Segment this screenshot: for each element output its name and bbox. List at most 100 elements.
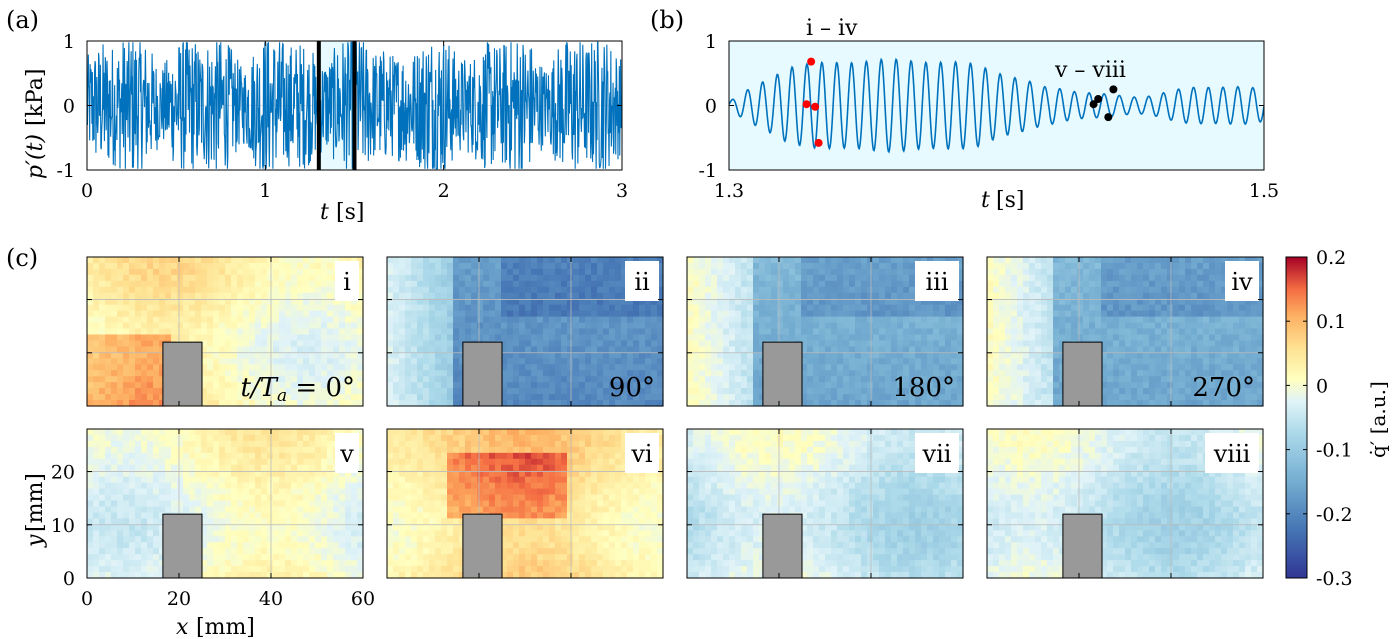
heatmap-cell [1221,370,1228,377]
heatmap-cell [321,274,328,282]
heatmap-cell [327,352,334,359]
heatmap-cell [1197,280,1204,288]
heatmap-cell [723,388,730,395]
heatmap-cell [645,257,652,264]
heatmap-cell [249,340,256,347]
heatmap-cell [1023,400,1030,407]
heatmap-cell [699,257,706,264]
heatmap-cell [441,322,448,330]
heatmap-cell [525,257,532,264]
heatmap-cell [1233,352,1240,359]
heatmap-cell [129,304,136,312]
heatmap-cell [513,310,520,318]
heatmap-cell [987,370,994,377]
heatmap-cell [411,340,418,347]
heatmap-cell [471,304,478,312]
heatmap-cell [171,440,178,448]
heatmap-cell [825,346,832,353]
heatmap-cell [129,394,136,401]
heatmap-cell [1041,400,1048,407]
heatmap-cell [489,286,496,294]
heatmap-cell [1059,310,1066,318]
heatmap-cell [1101,280,1108,288]
heatmap-cell [429,286,436,294]
heatmap-cell [1143,364,1150,371]
heatmap-cell [645,328,652,336]
heatmap-cell [159,310,166,318]
heatmap-cell [921,388,928,395]
heatmap-cell [987,346,994,353]
heatmap-cell [219,429,226,436]
heatmap-cell [345,400,352,407]
heatmap-cell [231,268,238,276]
heatmap-cell [123,388,130,395]
heatmap-cell [441,382,448,389]
heatmap-cell [399,298,406,306]
heatmap-cell [93,400,100,407]
heatmap-cell [483,328,490,336]
heatmap-cell [1173,274,1180,282]
heatmap-cell [435,274,442,282]
heatmap-cell [993,257,1000,264]
heatmap-cell [519,364,526,371]
heatmap-cell [489,292,496,300]
heatmap-cell [633,322,640,330]
heatmap-cell [597,370,604,377]
heatmap-cell [1071,257,1078,264]
heatmap-cell [555,388,562,395]
heatmap-cell [657,328,664,336]
heatmap-cell [279,400,286,407]
heatmap-cell [117,328,124,336]
heatmap-cell [435,292,442,300]
heatmap-cell [213,262,220,270]
heatmap-cell [693,292,700,300]
heatmap-cell [1113,394,1120,401]
heatmap-cell [1191,388,1198,395]
heatmap-cell [1203,268,1210,276]
heatmap-cell [279,280,286,288]
heatmap-cell [837,358,844,365]
heatmap-cell [1203,292,1210,300]
heatmap-cell [621,292,628,300]
heatmap-cell [951,364,958,371]
heatmap-cell [237,328,244,336]
heatmap-cell [549,382,556,389]
heatmap-cell [987,280,994,288]
heatmap-cell [939,388,946,395]
heatmap-cell [321,328,328,336]
heatmap-cell [435,382,442,389]
heatmap-cell [105,394,112,401]
heatmap-cell [459,274,466,282]
heatmap-cell [879,340,886,347]
heatmap-cell [141,358,148,365]
heatmap-cell [1143,394,1150,401]
heatmap-cell [1071,274,1078,282]
heatmap-cell [879,352,886,359]
heatmap-cell [507,298,514,306]
heatmap-cell [411,400,418,407]
heatmap-cell [573,310,580,318]
heatmap-cell [351,376,358,383]
heatmap-cell [423,304,430,312]
heatmap-cell [843,268,850,276]
heatmap-cell [609,280,616,288]
heatmap-cell [165,328,172,336]
heatmap-cell [393,376,400,383]
heatmap-cell [597,358,604,365]
heatmap-cell [1209,322,1216,330]
heatmap-cell [1131,322,1138,330]
heatmap-cell [531,394,538,401]
heatmap-cell [717,280,724,288]
heatmap-cell [1215,304,1222,312]
heatmap-cell [177,286,184,294]
heatmap-cell [333,358,340,365]
heatmap-cell [273,292,280,300]
heatmap-cell [1203,328,1210,336]
heatmap-cell [909,257,916,264]
heatmap-cell [471,274,478,282]
heatmap-cell [447,292,454,300]
heatmap-cell [321,322,328,330]
heatmap-cell [453,274,460,282]
heatmap-cell [393,322,400,330]
heatmap-cell [501,334,508,342]
